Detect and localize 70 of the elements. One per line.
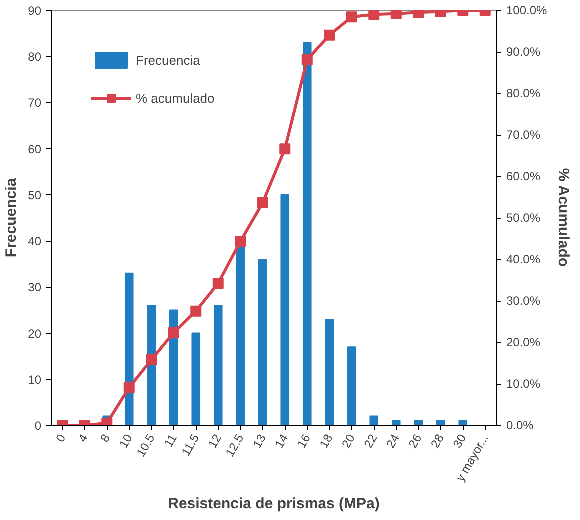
y-tick-label: 0 xyxy=(34,419,42,433)
y2-axis-title: % Acumulado xyxy=(555,168,572,268)
point xyxy=(212,278,224,290)
point xyxy=(124,382,135,394)
point xyxy=(324,30,336,41)
bar xyxy=(302,42,312,426)
bar xyxy=(392,420,401,426)
bar xyxy=(169,310,178,426)
point xyxy=(146,354,158,366)
legend-label: Frecuencia xyxy=(136,52,200,68)
x-tick-label: 18 xyxy=(316,432,336,451)
y2-tick-label: 100.0% xyxy=(506,4,548,18)
y-tick-label: 60 xyxy=(28,142,42,156)
bar xyxy=(436,420,446,426)
bar xyxy=(414,420,424,426)
x-tick-label: 0 xyxy=(53,432,69,445)
y2-tick-label: 80.0% xyxy=(506,86,541,100)
y-tick-label: 90 xyxy=(28,4,42,18)
y-tick-label: 30 xyxy=(28,280,42,295)
bar xyxy=(458,420,468,426)
x-tick-label: 10 xyxy=(116,432,136,451)
y2-tick-label: 70.0% xyxy=(506,128,541,142)
x-tick-label: 22 xyxy=(361,432,380,451)
bar xyxy=(214,305,223,426)
y2-tick-label: 50.0% xyxy=(506,211,541,225)
point xyxy=(302,54,313,66)
x-tick-label: 11 xyxy=(162,432,180,450)
bar xyxy=(258,259,268,426)
y-axis-title: Frecuencia xyxy=(3,178,20,258)
x-tick-label: 28 xyxy=(428,432,448,451)
y2-tick-label: 20.0% xyxy=(506,336,541,350)
bar xyxy=(124,272,134,426)
point xyxy=(257,198,268,209)
y2-tick-label: 0.0% xyxy=(506,418,534,432)
legend-label: % acumulado xyxy=(136,90,215,106)
x-tick-label: 4 xyxy=(75,432,92,445)
y-tick-label: 20 xyxy=(28,326,42,341)
x-tick-label: 14 xyxy=(272,432,292,451)
point xyxy=(280,144,291,155)
bar xyxy=(147,305,156,426)
x-tick-label: 8 xyxy=(98,432,114,445)
point xyxy=(368,10,380,20)
point xyxy=(190,306,202,317)
y2-tick-label: 30.0% xyxy=(506,294,541,308)
x-tick-label: 24 xyxy=(384,432,403,451)
y2-tick-label: 10.0% xyxy=(506,377,541,391)
bar xyxy=(325,318,334,426)
point xyxy=(346,12,358,23)
x-tick-label: 16 xyxy=(294,432,314,451)
bar xyxy=(280,194,290,426)
x-tick-label: 20 xyxy=(339,432,358,451)
y2-tick-label: 90.0% xyxy=(506,45,541,59)
point xyxy=(390,10,402,20)
bar xyxy=(347,346,356,426)
y-tick-label: 80 xyxy=(28,50,42,64)
x-tick-label: 12 xyxy=(206,432,225,451)
y2-tick-label: 40.0% xyxy=(506,252,541,266)
x-tick-label: 26 xyxy=(406,432,425,451)
point xyxy=(235,236,246,248)
y-tick-label: 70 xyxy=(28,96,42,110)
bar xyxy=(370,416,379,426)
bar xyxy=(192,332,201,426)
x-tick-label: 13 xyxy=(250,432,270,451)
point xyxy=(168,327,180,338)
x-axis-title: Resistencia de prismas (MPa) xyxy=(168,496,380,513)
y-tick-label: 40 xyxy=(28,234,42,249)
bar xyxy=(236,245,246,426)
y-tick-label: 10 xyxy=(28,372,42,387)
y-tick-label: 50 xyxy=(28,188,42,202)
y2-tick-label: 60.0% xyxy=(506,170,541,184)
